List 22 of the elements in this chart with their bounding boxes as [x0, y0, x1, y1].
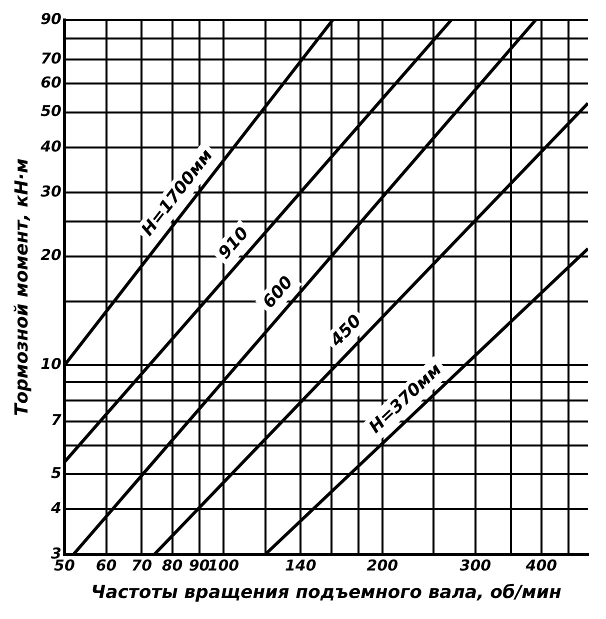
y-tick-label: 50	[40, 102, 62, 120]
y-tick-label: 4	[50, 499, 62, 518]
x-tick-label: 200	[366, 556, 398, 574]
y-tick-label: 60	[40, 74, 62, 92]
x-tick-label: 80	[162, 556, 183, 574]
y-tick-label: 90	[40, 10, 62, 28]
y-tick-label: 10	[40, 355, 62, 374]
x-tick-label: 70	[131, 556, 152, 574]
x-tick-label: 300	[460, 556, 492, 574]
x-tick-label: 100	[208, 556, 240, 574]
y-tick-label: 30	[40, 182, 62, 201]
x-axis-title: Частоты вращения подъемного вала, об/мин	[91, 582, 562, 603]
y-tick-label: 7	[51, 411, 62, 430]
x-tick-label: 400	[524, 556, 558, 574]
y-tick-label: 40	[40, 137, 62, 156]
y-tick-label: 20	[40, 246, 62, 264]
x-tick-label: 140	[284, 556, 316, 574]
y-tick-label: 5	[51, 464, 62, 482]
y-tick-label: 70	[40, 49, 62, 68]
y-axis-title: Тормозной момент, кН·м	[11, 158, 32, 416]
x-tick-label: 90	[188, 556, 210, 574]
x-tick-label: 60	[96, 556, 117, 574]
